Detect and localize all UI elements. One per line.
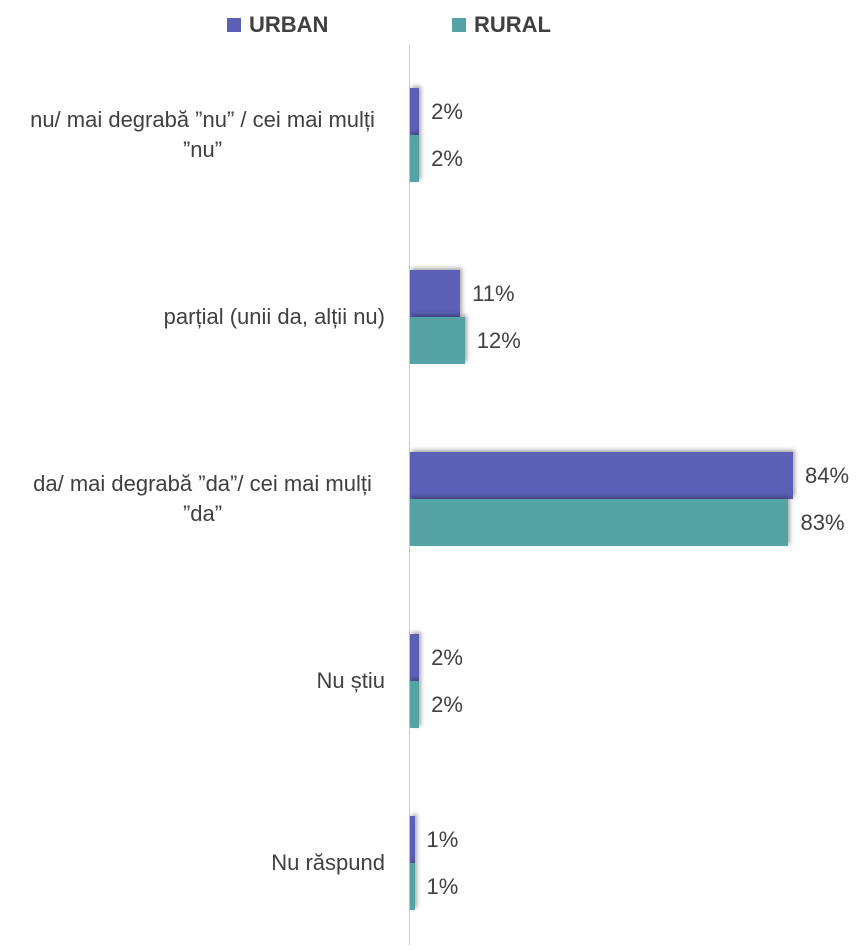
- category-text: parțial (unii da, alții nu): [163, 304, 385, 329]
- category-text: nu/ mai degrabă ”nu” / cei mai mulți ”nu…: [30, 107, 375, 162]
- value-label: 11%: [472, 281, 515, 306]
- legend-label: RURAL: [474, 12, 551, 37]
- bar: [410, 135, 420, 182]
- legend-swatch: [227, 18, 241, 32]
- category-text: Nu știu: [316, 668, 385, 693]
- value-label: 2%: [431, 645, 463, 670]
- value-label: 84%: [805, 463, 850, 488]
- value-label: 1%: [426, 874, 459, 899]
- value-label: 1%: [426, 827, 459, 852]
- value-label: 2%: [431, 99, 463, 124]
- category-label: da/ mai degrabă ”da”/ cei mai mulți ”da”: [20, 449, 385, 549]
- category-label: nu/ mai degrabă ”nu” / cei mai mulți ”nu…: [20, 85, 385, 185]
- bar: [410, 452, 794, 499]
- bar: [410, 816, 415, 863]
- value-label: 12%: [476, 328, 521, 353]
- legend-label: URBAN: [249, 12, 329, 37]
- value-label: 83%: [800, 510, 845, 535]
- bar: [410, 270, 461, 317]
- category-label: Nu știu: [20, 631, 385, 731]
- legend-swatch: [452, 18, 466, 32]
- bar: [410, 317, 465, 364]
- category-text: Nu răspund: [271, 850, 385, 875]
- value-label: 2%: [431, 146, 463, 171]
- bar: [410, 499, 789, 546]
- bar: [410, 681, 420, 728]
- bar: [410, 88, 420, 135]
- category-label: parțial (unii da, alții nu): [20, 267, 385, 367]
- bar: [410, 863, 415, 910]
- value-label: 2%: [431, 692, 463, 717]
- bar: [410, 634, 420, 681]
- category-text: da/ mai degrabă ”da”/ cei mai mulți ”da”: [33, 471, 372, 526]
- axis-line: [409, 45, 410, 945]
- category-label: Nu răspund: [20, 813, 385, 913]
